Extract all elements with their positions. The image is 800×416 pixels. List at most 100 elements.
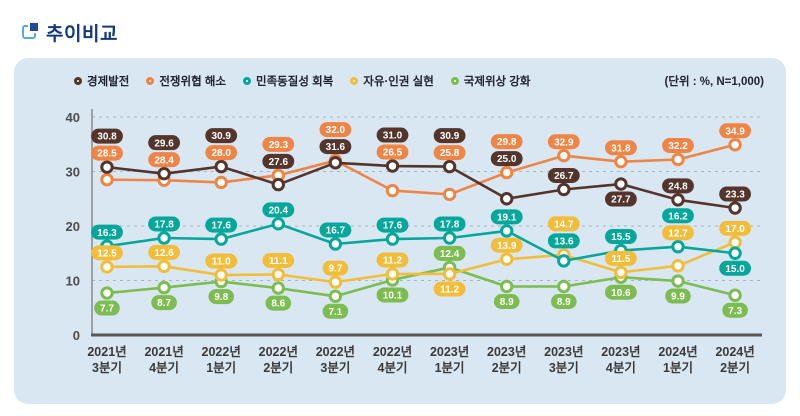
data-label-text: 7.3 bbox=[728, 306, 742, 317]
legend-label: 국제위상 강화 bbox=[463, 76, 531, 88]
x-tick-label: 2022년 4분기 bbox=[373, 345, 412, 375]
legend-item-2[interactable]: 민족동질성 회복 bbox=[243, 73, 333, 89]
data-label-pill bbox=[551, 293, 577, 309]
data-label-text: 30.8 bbox=[97, 132, 117, 143]
data-point bbox=[328, 275, 343, 289]
data-label-pill bbox=[319, 139, 352, 155]
data-label-text: 28.0 bbox=[211, 148, 231, 159]
data-point bbox=[671, 274, 685, 288]
data-label-pill bbox=[91, 128, 123, 144]
data-point bbox=[614, 177, 628, 191]
popup-window-icon[interactable] bbox=[22, 21, 40, 39]
y-tick-label: 30 bbox=[66, 165, 80, 180]
data-label-pill bbox=[662, 225, 694, 241]
data-point bbox=[500, 192, 514, 206]
data-point bbox=[157, 166, 171, 181]
data-label-text: 27.7 bbox=[611, 195, 631, 206]
data-label-text: 29.6 bbox=[154, 138, 174, 149]
data-label-pill bbox=[433, 245, 466, 261]
x-tick-label: 2023년 2분기 bbox=[487, 345, 526, 375]
data-point bbox=[500, 279, 514, 294]
data-point bbox=[100, 260, 114, 274]
data-label-pill bbox=[208, 289, 234, 305]
data-point bbox=[671, 259, 685, 273]
data-point bbox=[328, 156, 343, 170]
y-tick-label: 20 bbox=[66, 219, 80, 234]
data-label-pill bbox=[148, 152, 180, 168]
data-label-text: 16.7 bbox=[326, 226, 346, 237]
data-label-pill bbox=[605, 250, 637, 266]
data-label-pill bbox=[148, 216, 180, 232]
data-point bbox=[442, 267, 457, 281]
data-point bbox=[328, 237, 343, 251]
data-label-pill bbox=[547, 167, 580, 183]
data-label-pill bbox=[605, 191, 637, 207]
data-label-pill bbox=[719, 186, 751, 202]
data-label-text: 9.7 bbox=[328, 264, 342, 275]
data-point bbox=[100, 172, 114, 187]
data-label-text: 32.2 bbox=[668, 141, 688, 152]
legend-label: 자유·인권 실현 bbox=[363, 76, 434, 88]
data-label-pill bbox=[205, 217, 238, 233]
x-tick-label: 2021년 3분기 bbox=[87, 345, 126, 375]
data-point bbox=[671, 193, 685, 207]
data-label-text: 17.8 bbox=[440, 220, 460, 231]
data-label-pill bbox=[547, 134, 580, 150]
data-label-text: 11.5 bbox=[611, 254, 630, 265]
data-label-text: 17.6 bbox=[383, 221, 403, 232]
data-label-text: 9.9 bbox=[671, 292, 685, 303]
data-label-pill bbox=[376, 127, 409, 143]
data-label-pill bbox=[605, 229, 637, 245]
x-tick-label: 2022년 1분기 bbox=[202, 345, 241, 375]
data-label-pill bbox=[205, 128, 238, 144]
legend-label: 경제발전 bbox=[87, 76, 130, 88]
data-label-text: 30.9 bbox=[211, 131, 231, 142]
data-label-pill bbox=[262, 202, 295, 218]
legend-item-0[interactable]: 경제발전 bbox=[74, 73, 129, 89]
data-label-text: 32.0 bbox=[326, 125, 346, 136]
data-label-pill bbox=[91, 224, 123, 240]
data-point bbox=[500, 165, 514, 180]
data-label-pill bbox=[490, 237, 523, 253]
data-point bbox=[557, 182, 571, 197]
data-point bbox=[328, 289, 343, 304]
data-label-text: 11.2 bbox=[383, 256, 402, 267]
data-label-text: 20.4 bbox=[269, 205, 289, 216]
data-label-text: 31.6 bbox=[326, 142, 346, 153]
data-point bbox=[442, 187, 457, 202]
data-label-pill bbox=[719, 260, 751, 276]
data-point bbox=[271, 267, 285, 282]
data-label-text: 17.0 bbox=[725, 224, 745, 235]
data-label-text: 8.9 bbox=[500, 297, 514, 308]
data-label-pill bbox=[91, 145, 123, 161]
data-label-text: 17.8 bbox=[154, 220, 174, 231]
data-label-pill bbox=[205, 253, 238, 269]
legend-item-1[interactable]: 전쟁위협 해소 bbox=[146, 73, 226, 89]
series-line-1 bbox=[106, 143, 736, 196]
page-header: 추이비교 bbox=[0, 0, 800, 46]
legend-marker-icon bbox=[243, 77, 252, 85]
data-point bbox=[157, 259, 171, 274]
data-label-text: 25.0 bbox=[497, 154, 517, 165]
data-label-text: 16.2 bbox=[668, 211, 688, 222]
series-line-2 bbox=[106, 222, 736, 263]
legend-item-3[interactable]: 자유·인권 실현 bbox=[350, 73, 434, 89]
data-label-pill bbox=[319, 122, 352, 138]
data-label-pill bbox=[376, 252, 409, 268]
x-tick-label: 2023년 4분기 bbox=[601, 345, 640, 375]
chart-panel: 경제발전 전쟁위협 해소 민족동질성 회복 자유·인권 실현 국제위상 강화 (단위 :… bbox=[14, 58, 786, 404]
data-label-pill bbox=[490, 134, 523, 150]
data-label-text: 13.9 bbox=[497, 241, 517, 252]
data-label-text: 26.5 bbox=[383, 148, 403, 159]
y-tick-label: 0 bbox=[73, 328, 80, 343]
data-point bbox=[385, 267, 400, 281]
data-label-text: 12.7 bbox=[668, 228, 688, 239]
page-title: 추이비교 bbox=[46, 23, 118, 45]
legend-label: 민족동질성 회복 bbox=[256, 76, 334, 88]
x-tick-label: 2021년 4분기 bbox=[144, 345, 183, 375]
data-label-text: 28.4 bbox=[154, 155, 174, 166]
legend-item-4[interactable]: 국제위상 강화 bbox=[450, 73, 531, 89]
trend-line-chart: 0 10 20 30 40 2021년 3분기 2021년 4분기 2022년 1분기 2022년 2분… bbox=[66, 109, 762, 375]
data-point bbox=[271, 177, 285, 192]
data-label-text: 25.8 bbox=[440, 148, 460, 159]
